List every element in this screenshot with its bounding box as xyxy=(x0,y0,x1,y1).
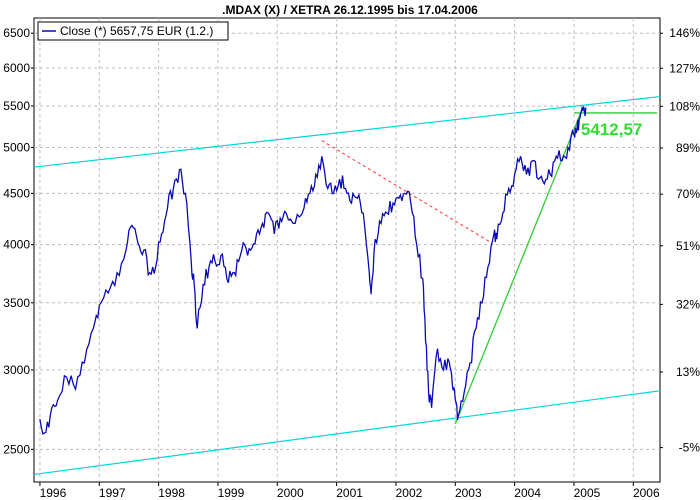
level-annotation: 5412,57 xyxy=(581,120,642,139)
plot-frame xyxy=(33,17,661,483)
channel-upper-line xyxy=(33,95,661,168)
x-tick-label: 2000 xyxy=(277,486,304,500)
annotations: 5412,57 xyxy=(581,120,642,139)
y-tick-label: 5500 xyxy=(3,99,30,113)
right-tick-label: 89% xyxy=(676,141,700,155)
chart-title: .MDAX (X) / XETRA 26.12.1995 bis 17.04.2… xyxy=(222,3,478,17)
x-tick-label: 1998 xyxy=(158,486,185,500)
x-tick-label: 1996 xyxy=(40,486,67,500)
y-tick-label: 5000 xyxy=(3,140,30,154)
right-tick-label: 108% xyxy=(669,99,700,113)
right-tick-label: 51% xyxy=(676,239,700,253)
x-axis: 1996 1997 1998 1999 2000 2001 2002 2003 2004 2005… xyxy=(39,482,660,500)
x-tick-label: 2004 xyxy=(514,486,541,500)
x-tick-label: 1997 xyxy=(99,486,126,500)
y-tick-label: 3500 xyxy=(3,296,30,310)
y-tick-label: 3000 xyxy=(3,363,30,377)
price-series-line xyxy=(39,105,587,435)
right-tick-label: 32% xyxy=(676,297,700,311)
resistance-dashed-line xyxy=(321,140,492,243)
legend-box xyxy=(37,21,229,41)
right-axis: -5% 13% 32% 51% 70% 89% 108% 127% 146% xyxy=(660,26,700,455)
left-axis: 2500 3000 3500 4000 4500 5000 5500 6000 6500 xyxy=(3,26,34,456)
y-tick-label: 6500 xyxy=(3,26,30,40)
legend-label: Close (*) 5657,75 EUR (1.2.) xyxy=(60,24,213,38)
x-tick-label: 1999 xyxy=(218,486,245,500)
x-tick-label: 2006 xyxy=(633,486,660,500)
x-tick-label: 2003 xyxy=(455,486,482,500)
right-tick-label: 13% xyxy=(676,365,700,379)
right-tick-label: 127% xyxy=(669,61,700,75)
legend: Close (*) 5657,75 EUR (1.2.) xyxy=(37,21,229,41)
x-tick-label: 2005 xyxy=(574,486,601,500)
right-tick-label: -5% xyxy=(679,441,700,455)
trend-lines xyxy=(33,95,661,476)
right-tick-label: 146% xyxy=(669,26,700,40)
right-tick-label: 70% xyxy=(676,187,700,201)
x-tick-label: 2002 xyxy=(396,486,423,500)
x-tick-label: 2001 xyxy=(336,486,363,500)
channel-lower-line xyxy=(33,390,661,476)
y-tick-label: 6000 xyxy=(3,61,30,75)
y-tick-label: 4000 xyxy=(3,238,30,252)
y-tick-label: 2500 xyxy=(3,442,30,456)
y-tick-label: 4500 xyxy=(3,186,30,200)
